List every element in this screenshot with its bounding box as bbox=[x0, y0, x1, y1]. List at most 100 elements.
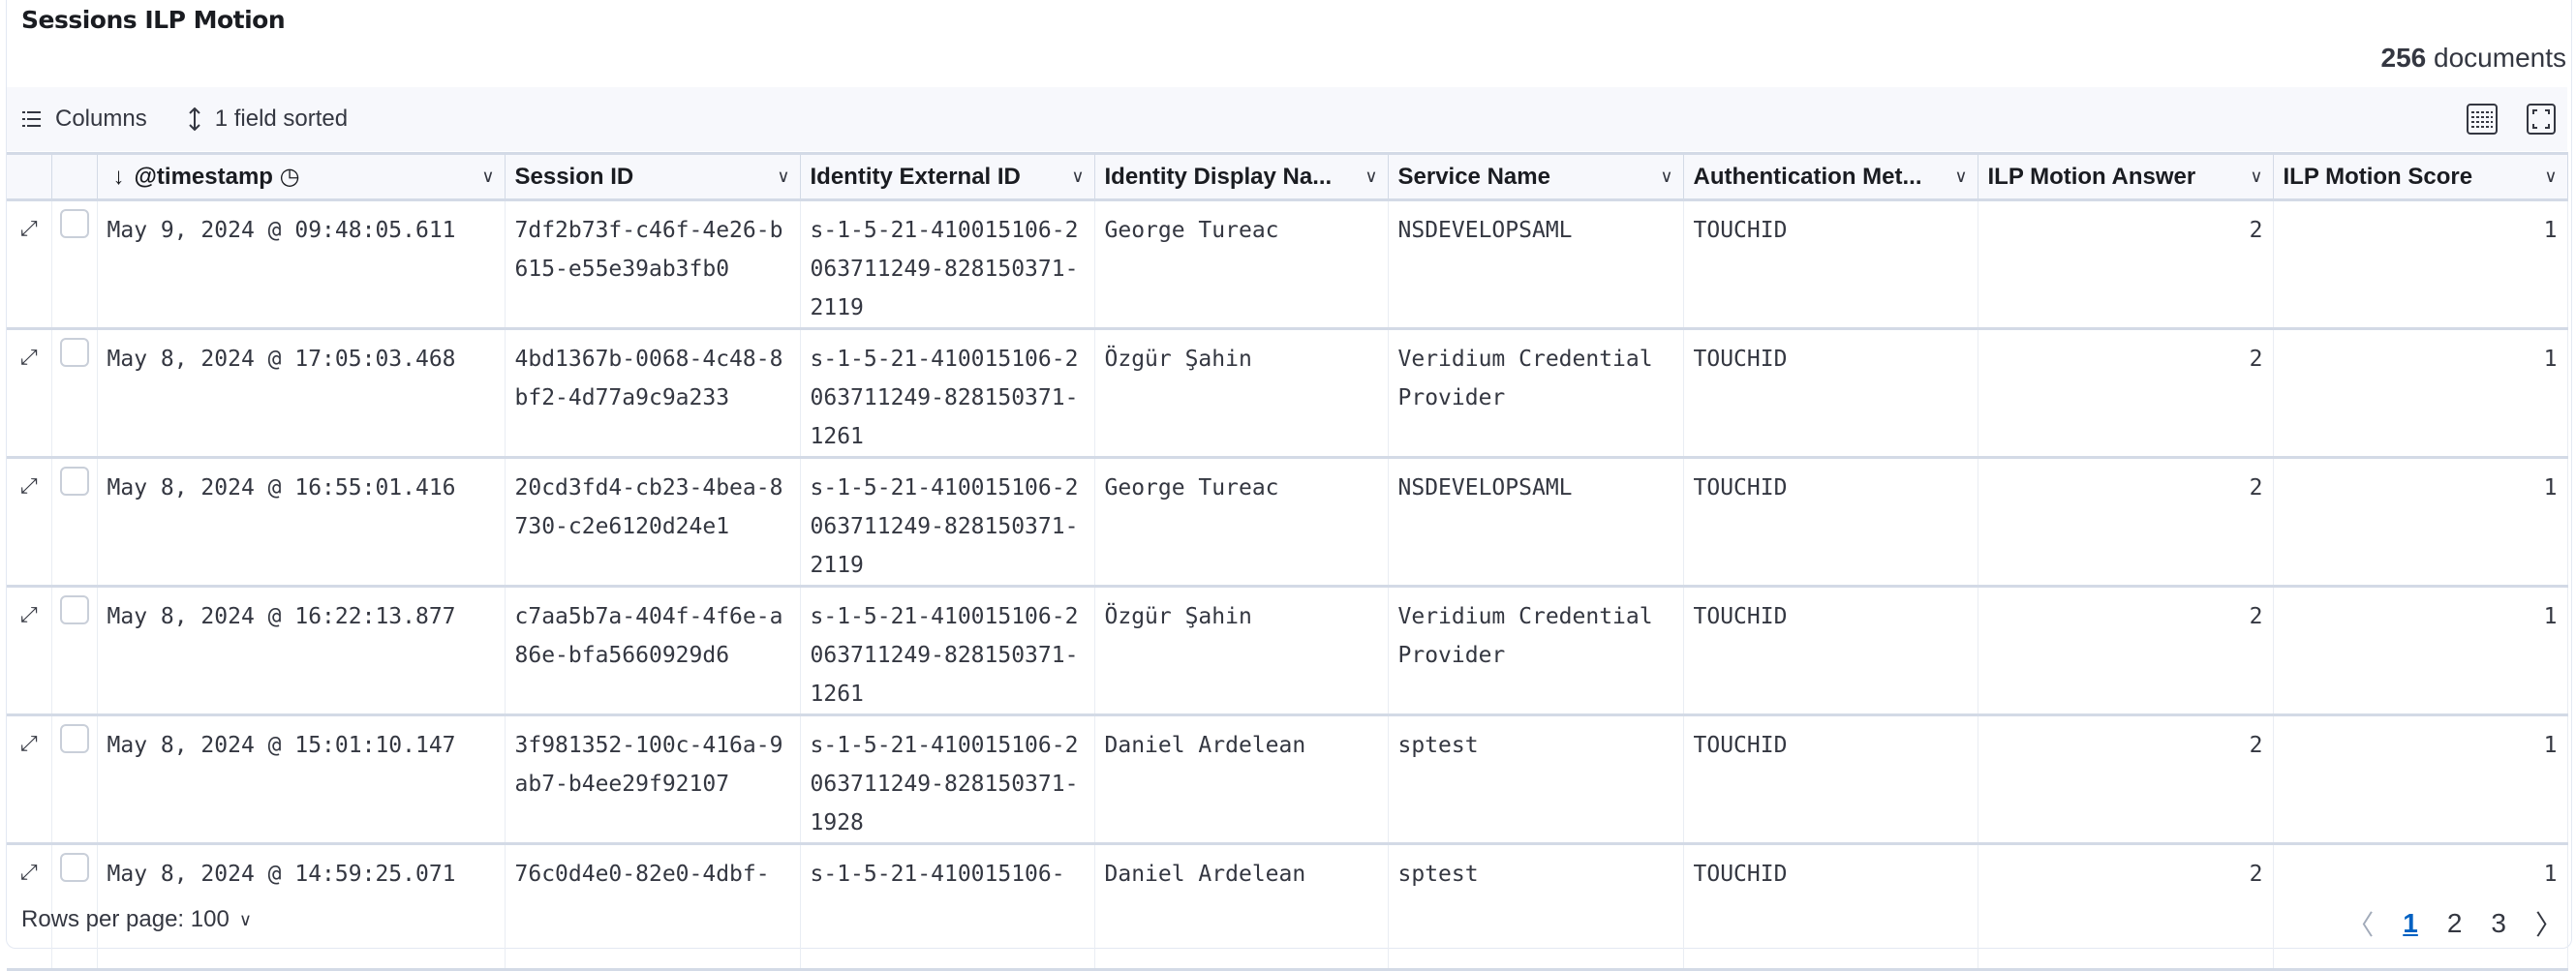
density-icon[interactable] bbox=[2467, 104, 2498, 135]
rows-per-page-label: Rows per page: 100 bbox=[21, 906, 230, 932]
header-select bbox=[51, 152, 98, 201]
row-checkbox[interactable] bbox=[59, 467, 89, 496]
clock-icon: ◷ bbox=[279, 163, 300, 190]
row-checkbox[interactable] bbox=[59, 724, 89, 753]
row-checkbox[interactable] bbox=[59, 853, 89, 882]
sort-button[interactable]: 1 field sorted bbox=[188, 106, 348, 133]
row-checkbox[interactable] bbox=[59, 209, 89, 238]
identity-external-id-cell: s-1-5-21-410015106-2063711249-828150371-… bbox=[800, 714, 1095, 845]
count-label: documents bbox=[2434, 43, 2566, 73]
row-checkbox[interactable] bbox=[59, 595, 89, 624]
expand-cell: ⤢ bbox=[7, 586, 52, 716]
count-value: 256 bbox=[2380, 43, 2427, 73]
header-row: ↓ @timestamp ◷ ∨ Session ID ∨ Identity Exte… bbox=[7, 152, 2568, 201]
panel-title: Sessions ILP Motion bbox=[21, 6, 286, 34]
fullscreen-icon[interactable] bbox=[2527, 104, 2556, 135]
expand-icon[interactable]: ⤢ bbox=[19, 861, 38, 885]
table-row: ⤢ May 8, 2024 @ 15:01:10.147 3f981352-100c… bbox=[7, 714, 2568, 845]
expand-icon[interactable]: ⤢ bbox=[19, 732, 38, 756]
service-name-cell: sptest bbox=[1388, 843, 1684, 971]
timestamp-cell: May 8, 2024 @ 14:59:25.071 bbox=[97, 843, 506, 971]
service-name-cell: Veridium Credential Provider bbox=[1388, 586, 1684, 716]
table-row: ⤢ May 8, 2024 @ 16:22:13.877 c7aa5b7a-404f… bbox=[7, 586, 2568, 716]
session-id-cell: 4bd1367b-0068-4c48-8bf2-4d77a9c9a233 bbox=[505, 328, 801, 459]
column-header-identity-external-id[interactable]: Identity External ID ∨ bbox=[800, 152, 1095, 201]
column-label: Identity External ID bbox=[810, 163, 1021, 190]
chevron-down-icon[interactable]: ∨ bbox=[1660, 167, 1673, 186]
sort-label: 1 field sorted bbox=[214, 106, 349, 132]
session-id-cell: 7df2b73f-c46f-4e26-b615-e55e39ab3fb0 bbox=[505, 199, 801, 330]
identity-display-name-cell: Özgür Şahin bbox=[1094, 586, 1389, 716]
sort-icon bbox=[188, 107, 201, 131]
ilp-motion-score-cell: 1 bbox=[2273, 199, 2568, 330]
column-label: Authentication Met... bbox=[1693, 163, 1922, 190]
pagination: 〈 1 2 3 〉 bbox=[2346, 904, 2562, 943]
authentication-method-cell: TOUCHID bbox=[1683, 714, 1978, 845]
table-row: ⤢ May 8, 2024 @ 14:59:25.071 76c0d4e0-82e0… bbox=[7, 843, 2568, 971]
authentication-method-cell: TOUCHID bbox=[1683, 843, 1978, 971]
service-name-cell: NSDEVELOPSAML bbox=[1388, 457, 1684, 588]
column-header-service-name[interactable]: Service Name ∨ bbox=[1388, 152, 1684, 201]
expand-icon[interactable]: ⤢ bbox=[19, 346, 38, 370]
column-header-timestamp[interactable]: ↓ @timestamp ◷ ∨ bbox=[97, 152, 506, 201]
sort-desc-icon: ↓ bbox=[112, 163, 125, 190]
column-header-authentication-method[interactable]: Authentication Met... ∨ bbox=[1683, 152, 1978, 201]
chevron-down-icon: ∨ bbox=[238, 909, 252, 929]
page-1[interactable]: 1 bbox=[2403, 908, 2418, 938]
columns-button[interactable]: Columns bbox=[22, 106, 147, 133]
column-label: ILP Motion Score bbox=[2283, 163, 2473, 190]
prev-page-icon[interactable]: 〈 bbox=[2346, 910, 2375, 940]
select-cell bbox=[51, 328, 98, 459]
timestamp-cell: May 8, 2024 @ 15:01:10.147 bbox=[97, 714, 506, 845]
table-row: ⤢ May 9, 2024 @ 09:48:05.611 7df2b73f-c46f… bbox=[7, 199, 2568, 330]
identity-external-id-cell: s-1-5-21-410015106-2063711249-828150371-… bbox=[800, 457, 1095, 588]
ilp-motion-answer-cell: 2 bbox=[1978, 586, 2274, 716]
column-header-ilp-motion-answer[interactable]: ILP Motion Answer ∨ bbox=[1978, 152, 2274, 201]
select-cell bbox=[51, 586, 98, 716]
column-label: @timestamp bbox=[134, 164, 273, 191]
row-checkbox[interactable] bbox=[59, 338, 89, 367]
expand-icon[interactable]: ⤢ bbox=[19, 217, 38, 241]
document-count: 256 documents bbox=[2381, 43, 2566, 74]
service-name-cell: sptest bbox=[1388, 714, 1684, 845]
authentication-method-cell: TOUCHID bbox=[1683, 457, 1978, 588]
ilp-motion-answer-cell: 2 bbox=[1978, 843, 2274, 971]
chevron-down-icon[interactable]: ∨ bbox=[2250, 167, 2263, 186]
data-grid: ↓ @timestamp ◷ ∨ Session ID ∨ Identity Exte… bbox=[7, 152, 2568, 971]
column-label: Identity Display Na... bbox=[1104, 163, 1333, 190]
authentication-method-cell: TOUCHID bbox=[1683, 199, 1978, 330]
expand-icon[interactable]: ⤢ bbox=[19, 603, 38, 627]
identity-external-id-cell: s-1-5-21-410015106-2063711249-828150371-… bbox=[800, 586, 1095, 716]
select-cell bbox=[51, 714, 98, 845]
column-header-session-id[interactable]: Session ID ∨ bbox=[505, 152, 801, 201]
select-cell bbox=[51, 843, 98, 971]
grid-toolbar: Columns 1 field sorted bbox=[7, 87, 2567, 151]
next-page-icon[interactable]: 〉 bbox=[2534, 910, 2562, 940]
columns-label: Columns bbox=[55, 106, 147, 132]
session-id-cell: 76c0d4e0-82e0-4dbf- bbox=[505, 843, 801, 971]
chevron-down-icon[interactable]: ∨ bbox=[777, 167, 790, 186]
table-row: ⤢ May 8, 2024 @ 16:55:01.416 20cd3fd4-cb23… bbox=[7, 457, 2568, 588]
ilp-motion-score-cell: 1 bbox=[2273, 586, 2568, 716]
expand-cell: ⤢ bbox=[7, 328, 52, 459]
session-id-cell: 3f981352-100c-416a-9ab7-b4ee29f92107 bbox=[505, 714, 801, 845]
page-2[interactable]: 2 bbox=[2446, 908, 2463, 938]
identity-display-name-cell: Daniel Ardelean bbox=[1094, 714, 1389, 845]
timestamp-cell: May 8, 2024 @ 16:55:01.416 bbox=[97, 457, 506, 588]
page-3[interactable]: 3 bbox=[2491, 908, 2506, 938]
chevron-down-icon[interactable]: ∨ bbox=[2544, 167, 2558, 186]
column-header-ilp-motion-score[interactable]: ILP Motion Score ∨ bbox=[2273, 152, 2568, 201]
session-id-cell: 20cd3fd4-cb23-4bea-8730-c2e6120d24e1 bbox=[505, 457, 801, 588]
ilp-motion-score-cell: 1 bbox=[2273, 328, 2568, 459]
chevron-down-icon[interactable]: ∨ bbox=[1071, 167, 1085, 186]
identity-display-name-cell: Özgür Şahin bbox=[1094, 328, 1389, 459]
identity-display-name-cell: George Tureac bbox=[1094, 199, 1389, 330]
column-header-identity-display-name[interactable]: Identity Display Na... ∨ bbox=[1094, 152, 1389, 201]
identity-external-id-cell: s-1-5-21-410015106-2063711249-828150371-… bbox=[800, 199, 1095, 330]
chevron-down-icon[interactable]: ∨ bbox=[1365, 167, 1378, 186]
rows-per-page-button[interactable]: Rows per page: 100 ∨ bbox=[21, 906, 252, 933]
expand-icon[interactable]: ⤢ bbox=[19, 474, 38, 499]
chevron-down-icon[interactable]: ∨ bbox=[1954, 167, 1968, 186]
chevron-down-icon[interactable]: ∨ bbox=[481, 167, 495, 186]
column-label: ILP Motion Answer bbox=[1987, 163, 2196, 190]
